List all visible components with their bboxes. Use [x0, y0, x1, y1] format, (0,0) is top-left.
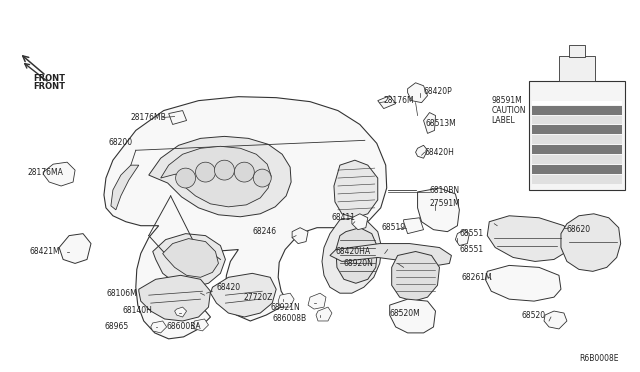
- Text: 28176MB: 28176MB: [131, 113, 166, 122]
- Text: 68200: 68200: [109, 138, 133, 147]
- Circle shape: [253, 169, 271, 187]
- Polygon shape: [322, 218, 381, 293]
- Polygon shape: [334, 160, 378, 218]
- Polygon shape: [408, 83, 428, 103]
- Polygon shape: [193, 319, 209, 331]
- Polygon shape: [44, 162, 75, 186]
- Polygon shape: [104, 97, 387, 339]
- Text: 686008B: 686008B: [272, 314, 307, 324]
- Polygon shape: [390, 299, 435, 333]
- Text: 68520M: 68520M: [390, 308, 420, 318]
- Polygon shape: [292, 228, 308, 244]
- Text: 68620: 68620: [567, 225, 591, 234]
- Polygon shape: [148, 137, 291, 217]
- Text: 68420H: 68420H: [424, 148, 454, 157]
- Text: 68519: 68519: [381, 223, 406, 232]
- Text: 68106M: 68106M: [107, 289, 138, 298]
- Text: 68420HA: 68420HA: [336, 247, 371, 256]
- Polygon shape: [139, 275, 211, 321]
- Text: 68920N: 68920N: [344, 259, 374, 268]
- Bar: [532, 165, 621, 174]
- Polygon shape: [308, 293, 326, 309]
- Polygon shape: [417, 188, 460, 232]
- Text: 68551: 68551: [460, 245, 483, 254]
- Text: 68421M: 68421M: [29, 247, 60, 256]
- Polygon shape: [378, 96, 396, 109]
- Polygon shape: [151, 321, 166, 333]
- Polygon shape: [424, 113, 435, 134]
- Text: R6B0008E: R6B0008E: [579, 354, 618, 363]
- Bar: [532, 106, 621, 115]
- Bar: [532, 101, 621, 105]
- Text: 68921N: 68921N: [270, 302, 300, 312]
- Polygon shape: [316, 307, 332, 321]
- Text: 6810BN: 6810BN: [429, 186, 460, 195]
- Text: 68261M: 68261M: [461, 273, 492, 282]
- Polygon shape: [161, 146, 271, 207]
- Polygon shape: [456, 230, 469, 246]
- Circle shape: [214, 160, 234, 180]
- Bar: [569, 45, 585, 57]
- Polygon shape: [392, 251, 440, 301]
- Bar: [532, 155, 621, 164]
- Polygon shape: [404, 218, 424, 234]
- Text: 68513M: 68513M: [426, 119, 456, 128]
- Polygon shape: [59, 234, 91, 263]
- Polygon shape: [153, 234, 225, 287]
- Polygon shape: [111, 165, 139, 210]
- Text: 98591M: 98591M: [492, 96, 522, 105]
- Polygon shape: [561, 214, 621, 271]
- Text: FRONT: FRONT: [33, 74, 65, 83]
- Text: 68600BA: 68600BA: [166, 323, 202, 331]
- Polygon shape: [352, 214, 368, 230]
- Polygon shape: [163, 238, 218, 277]
- Text: 28176M: 28176M: [384, 96, 414, 105]
- Bar: [532, 175, 621, 184]
- Bar: [529, 81, 625, 190]
- Bar: [532, 135, 621, 144]
- Text: 68520: 68520: [521, 311, 545, 320]
- Text: 68551: 68551: [460, 229, 483, 238]
- Text: 68246: 68246: [252, 227, 276, 236]
- Polygon shape: [175, 307, 187, 317]
- Text: CAUTION: CAUTION: [492, 106, 525, 115]
- Polygon shape: [211, 273, 276, 317]
- Polygon shape: [544, 311, 567, 329]
- Bar: [532, 116, 621, 125]
- Text: 27720Z: 27720Z: [243, 293, 273, 302]
- Polygon shape: [487, 216, 571, 262]
- Polygon shape: [278, 293, 294, 307]
- Circle shape: [175, 168, 196, 188]
- Bar: [559, 56, 595, 81]
- Polygon shape: [485, 265, 561, 301]
- Polygon shape: [330, 244, 451, 265]
- Polygon shape: [415, 145, 428, 158]
- Polygon shape: [169, 110, 187, 125]
- Text: 68411: 68411: [332, 213, 356, 222]
- Bar: [532, 145, 621, 154]
- Polygon shape: [336, 228, 378, 283]
- Text: FRONT: FRONT: [33, 82, 65, 91]
- Text: 27591M: 27591M: [429, 199, 460, 208]
- Text: 68420P: 68420P: [424, 87, 452, 96]
- Text: 68140H: 68140H: [123, 305, 153, 315]
- Circle shape: [196, 162, 216, 182]
- Text: 68420: 68420: [216, 283, 241, 292]
- Text: 28176MA: 28176MA: [28, 168, 63, 177]
- Circle shape: [234, 162, 254, 182]
- Text: 68965: 68965: [105, 323, 129, 331]
- Bar: [532, 125, 621, 134]
- Text: LABEL: LABEL: [492, 116, 515, 125]
